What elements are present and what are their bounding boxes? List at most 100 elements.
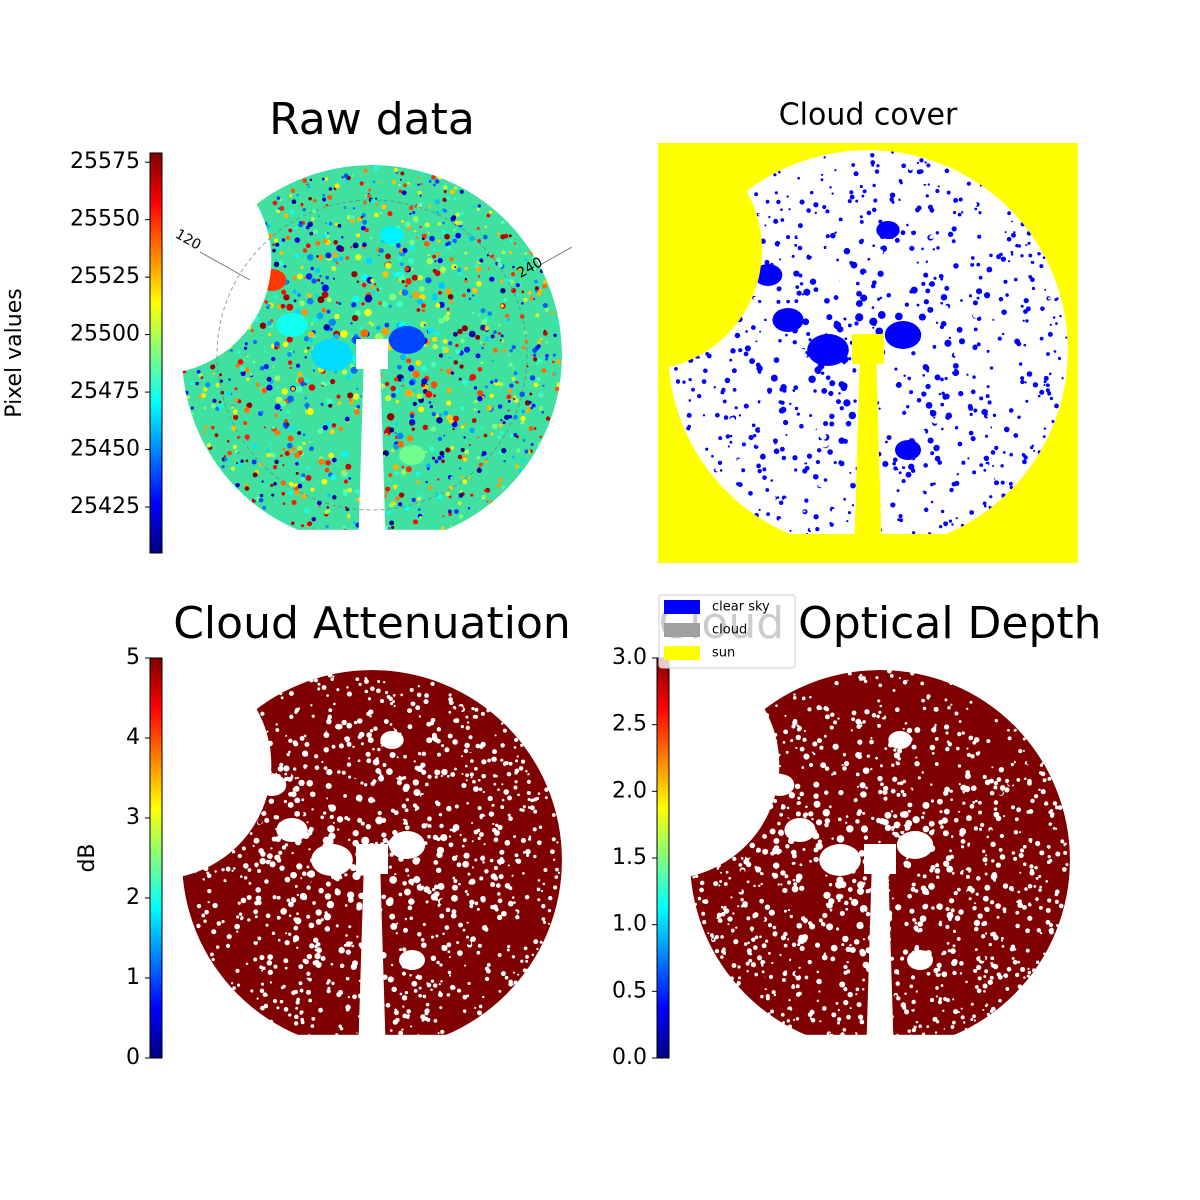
texture	[435, 801, 441, 807]
texture	[539, 940, 543, 944]
texture	[253, 940, 258, 945]
texture	[437, 239, 441, 243]
texture	[350, 366, 358, 374]
texture	[299, 221, 302, 224]
texture	[500, 234, 506, 240]
texture	[417, 751, 422, 756]
texture	[233, 815, 240, 822]
texture	[398, 189, 403, 194]
texture	[752, 372, 756, 376]
texture	[953, 350, 961, 358]
texture	[317, 682, 321, 686]
texture	[987, 979, 993, 985]
texture	[471, 979, 474, 983]
blob	[276, 313, 308, 337]
texture	[412, 803, 418, 808]
texture	[1010, 253, 1014, 256]
texture	[465, 935, 470, 939]
texture	[329, 819, 333, 823]
texture	[477, 410, 481, 414]
texture	[484, 976, 490, 982]
texture	[908, 167, 913, 171]
texture	[813, 508, 817, 513]
texture	[782, 1005, 787, 1009]
texture	[741, 849, 745, 853]
texture	[714, 934, 719, 940]
texture	[724, 448, 729, 453]
texture	[962, 510, 966, 514]
texture	[739, 300, 743, 304]
texture	[787, 908, 791, 912]
texture	[409, 973, 412, 977]
texture	[870, 736, 873, 740]
texture	[454, 718, 460, 724]
texture	[438, 282, 445, 289]
texture	[748, 434, 754, 441]
texture	[946, 190, 951, 195]
texture	[892, 461, 897, 466]
texture	[303, 848, 311, 856]
texture	[378, 286, 383, 291]
texture	[750, 325, 756, 330]
texture	[391, 393, 396, 398]
texture	[749, 394, 755, 400]
texture	[928, 532, 931, 535]
texture	[1047, 777, 1051, 781]
texture	[848, 411, 857, 420]
texture	[762, 790, 766, 795]
texture	[428, 204, 432, 208]
texture	[327, 532, 331, 536]
texture	[860, 680, 865, 684]
texture	[448, 710, 452, 714]
texture	[358, 731, 365, 738]
texture	[901, 461, 907, 467]
texture	[1020, 304, 1024, 308]
texture	[200, 376, 204, 380]
texture	[444, 233, 450, 240]
texture	[246, 895, 252, 901]
texture	[871, 749, 876, 755]
texture	[954, 305, 959, 309]
texture	[377, 254, 380, 257]
texture	[258, 249, 264, 255]
texture	[751, 343, 756, 348]
texture	[456, 941, 460, 945]
texture	[253, 909, 259, 915]
texture	[688, 357, 694, 363]
texture	[382, 838, 388, 844]
texture	[462, 928, 466, 932]
texture	[407, 365, 415, 372]
texture	[1009, 342, 1015, 347]
texture	[330, 1038, 335, 1043]
texture	[422, 994, 427, 999]
texture	[288, 490, 294, 495]
texture	[304, 349, 308, 353]
texture	[238, 823, 245, 830]
texture	[421, 942, 427, 948]
texture	[783, 498, 789, 503]
texture	[328, 187, 333, 191]
texture	[269, 442, 272, 445]
texture	[930, 451, 935, 456]
texture	[184, 320, 188, 324]
texture	[474, 705, 479, 709]
texture	[229, 273, 233, 277]
texture	[389, 751, 396, 759]
texture	[482, 816, 488, 822]
texture	[298, 981, 303, 986]
texture	[262, 505, 267, 510]
texture	[342, 451, 349, 458]
texture	[923, 272, 929, 278]
texture	[328, 318, 337, 327]
texture	[1003, 426, 1010, 433]
texture	[342, 525, 347, 530]
texture	[396, 279, 399, 282]
texture	[377, 771, 381, 775]
texture	[445, 288, 452, 295]
texture	[404, 221, 411, 228]
texture	[345, 374, 352, 380]
texture	[752, 222, 758, 228]
texture	[749, 239, 754, 244]
texture	[798, 273, 803, 278]
texture	[243, 346, 248, 351]
